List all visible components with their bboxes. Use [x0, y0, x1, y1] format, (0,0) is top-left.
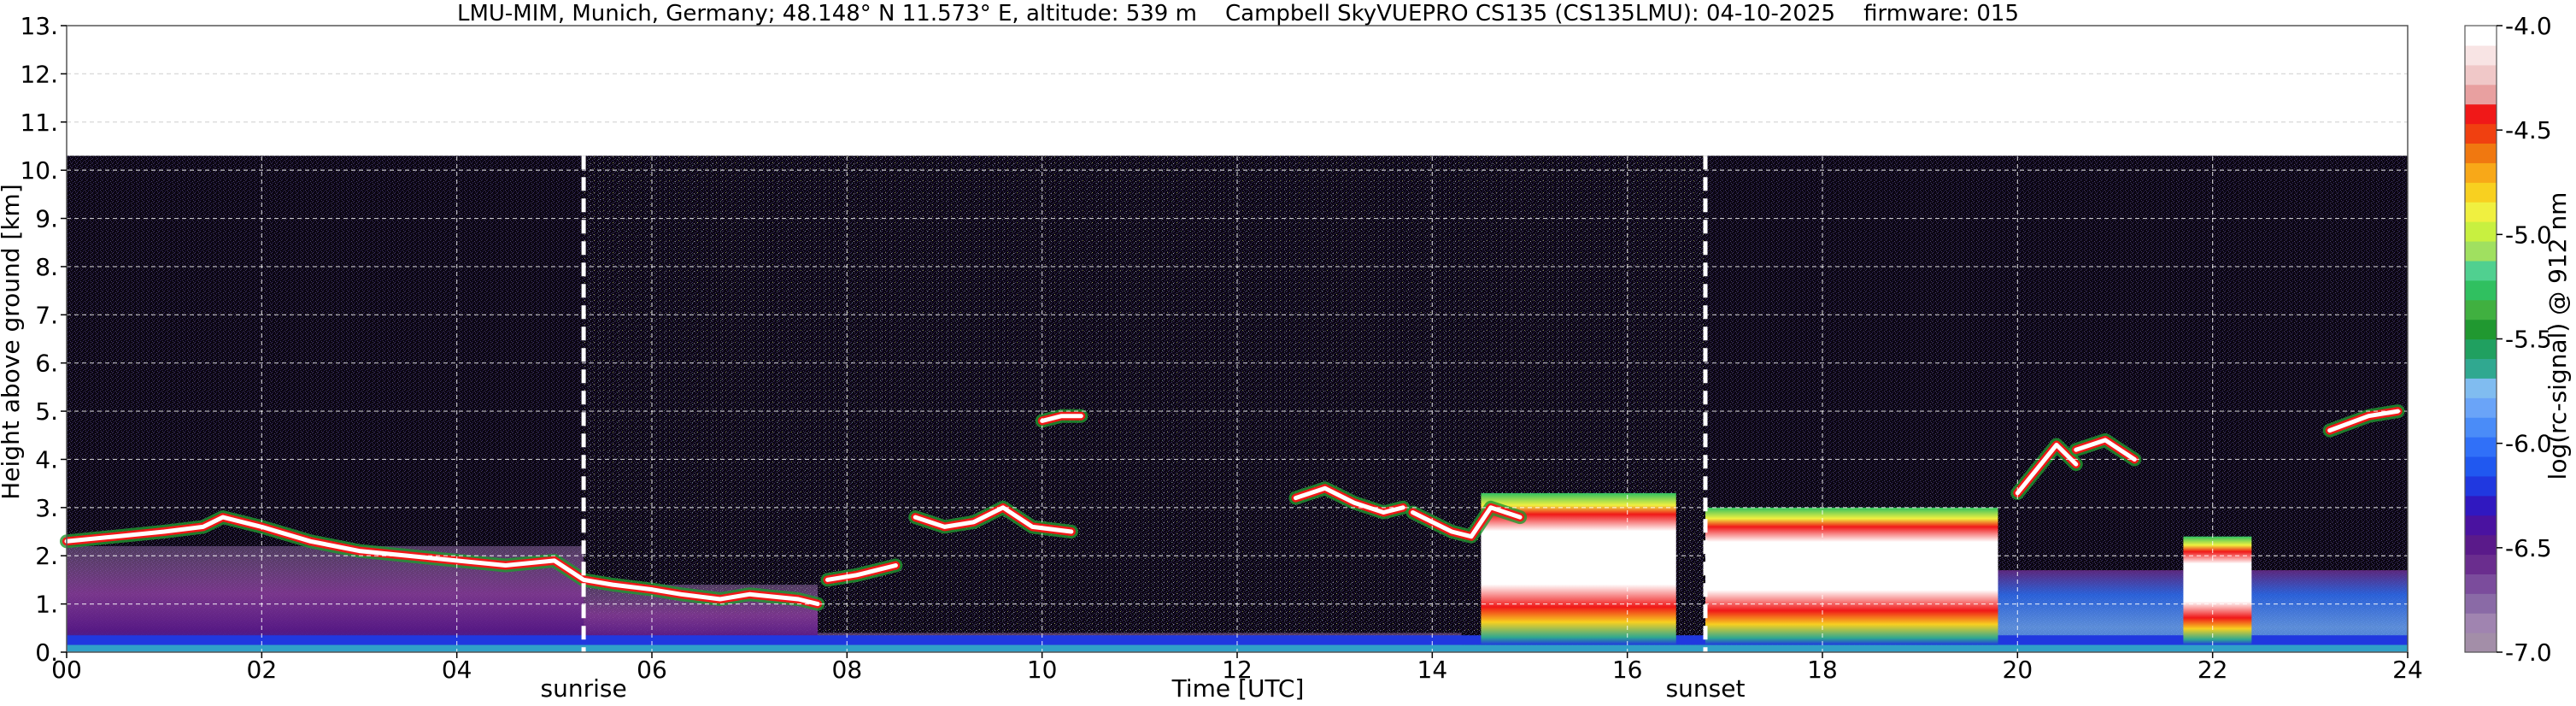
- y-tick-label: 8.: [35, 253, 58, 281]
- y-tick-label: 13.: [20, 12, 58, 40]
- cloud-layer: [1040, 414, 1083, 423]
- x-axis-label: Time [UTC]: [1171, 674, 1305, 703]
- y-tick-label: 6.: [35, 350, 58, 378]
- y-tick-label: 3.: [35, 494, 58, 522]
- colorbar-segment: [2465, 84, 2497, 105]
- colorbar-segment: [2465, 632, 2497, 653]
- x-tick-label: 14: [1417, 656, 1448, 684]
- x-tick-label: 24: [2392, 656, 2423, 684]
- plot-area: sunrise sunset: [60, 25, 2409, 703]
- colorbar-segment: [2465, 260, 2497, 281]
- x-tick-label: 20: [2003, 656, 2033, 684]
- colorbar-segment: [2465, 240, 2497, 262]
- colorbar-segment: [2465, 103, 2497, 125]
- y-tick-label: 12.: [20, 60, 58, 88]
- y-tick-label: 9.: [35, 205, 58, 233]
- cloud-layer: [1294, 485, 1405, 515]
- cloud-layer: [912, 505, 1074, 534]
- colorbar-segment: [2465, 554, 2497, 574]
- colorbar-tick-label: -6.0: [2505, 430, 2552, 458]
- colorbar-segment: [2465, 221, 2497, 242]
- x-tick-label: 02: [247, 656, 278, 684]
- cloud-layer: [64, 515, 820, 607]
- y-tick-label: 1.: [35, 591, 58, 619]
- x-tick-label: 04: [442, 656, 472, 684]
- chart-title: LMU-MIM, Munich, Germany; 48.148° N 11.5…: [457, 1, 2019, 26]
- x-tick-label: 22: [2198, 656, 2228, 684]
- colorbar-segment: [2465, 123, 2497, 144]
- colorbar-tick-label: -6.5: [2505, 534, 2552, 562]
- y-tick-label: 4.: [35, 445, 58, 474]
- x-tick-label: 06: [637, 656, 667, 684]
- colorbar-segment: [2465, 279, 2497, 301]
- cloud-layer: [1411, 505, 1523, 539]
- colorbar-segment: [2465, 437, 2497, 457]
- colorbar-segment: [2465, 613, 2497, 633]
- cloud-layer: [2015, 443, 2079, 496]
- y-axis-label: Height above ground [km]: [0, 184, 25, 500]
- colorbar-segment: [2465, 378, 2497, 398]
- colorbar-tick-label: -7.0: [2505, 638, 2552, 667]
- x-tick-label: 10: [1027, 656, 1058, 684]
- y-tick-label: 10.: [20, 156, 58, 185]
- colorbar-segment: [2465, 534, 2497, 556]
- colorbar-segment: [2465, 338, 2497, 360]
- colorbar-segment: [2465, 358, 2497, 379]
- cloud-layer: [2327, 409, 2401, 433]
- colorbar-segment: [2465, 162, 2497, 183]
- colorbar-segment: [2465, 574, 2497, 594]
- colorbar-tick-label: -5.5: [2505, 326, 2552, 354]
- sunrise-label: sunrise: [540, 674, 626, 703]
- colorbar-segment: [2465, 475, 2497, 497]
- sunset-label: sunset: [1666, 674, 1746, 703]
- y-tick-label: 0.: [35, 638, 58, 667]
- colorbar-segment: [2465, 397, 2497, 418]
- colorbar-segment: [2465, 515, 2497, 536]
- colorbar-segment: [2465, 417, 2497, 438]
- x-tick-label: 00: [51, 656, 82, 684]
- colorbar-segment: [2465, 299, 2497, 321]
- colorbar-segment: [2465, 319, 2497, 340]
- y-tick-label: 2.: [35, 542, 58, 570]
- cloud-layer: [2074, 438, 2137, 462]
- y-tick-label: 7.: [35, 301, 58, 329]
- colorbar-segment: [2465, 456, 2497, 477]
- dense-cloud-region: [2183, 536, 2252, 645]
- x-tick-label: 12: [1222, 656, 1253, 684]
- colorbar-segment: [2465, 64, 2497, 85]
- dense-cloud-region: [1705, 507, 1998, 645]
- colorbar-tick-label: -4.5: [2505, 116, 2552, 144]
- colorbar-tick-label: -4.0: [2505, 12, 2552, 40]
- surface-layer: [67, 635, 2408, 645]
- x-tick-label: 16: [1612, 656, 1643, 684]
- colorbar-segment: [2465, 495, 2497, 516]
- x-tick-label: 18: [1807, 656, 1838, 684]
- x-tick-label: 08: [832, 656, 863, 684]
- colorbar-label: log(rc-signal) @ 912 nm: [2544, 192, 2572, 480]
- colorbar-segment: [2465, 143, 2497, 163]
- cloud-layer: [825, 563, 898, 582]
- y-axis: 0. 1. 2. 3. 4. 5. 6. 7. 8. 9. 10. 11. 12. 13.: [20, 12, 67, 667]
- y-tick-label: 5.: [35, 397, 58, 426]
- surface-layer: [67, 644, 2408, 652]
- colorbar-segment: [2465, 182, 2497, 203]
- colorbar-tick-label: -5.0: [2505, 221, 2552, 249]
- colorbar-segment: [2465, 202, 2497, 222]
- colorbar-segment: [2465, 44, 2497, 66]
- x-axis: 00 02 04 06 08 10 12 14 16 18 20 22 24: [51, 652, 2423, 684]
- y-tick-label: 11.: [20, 109, 58, 137]
- colorbar-segment: [2465, 593, 2497, 614]
- colorbar-segment: [2465, 26, 2497, 46]
- colorbar: -7.0 -6.5 -6.0 -5.5 -5.0 -4.5 -4.0: [2464, 12, 2552, 667]
